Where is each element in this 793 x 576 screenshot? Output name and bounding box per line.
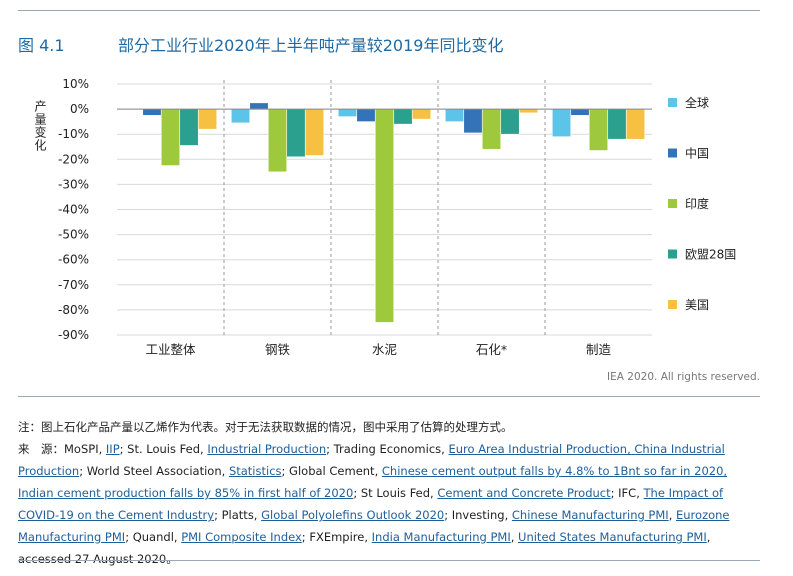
bar	[551, 108, 572, 138]
legend-swatch	[668, 98, 677, 107]
bar	[607, 108, 627, 140]
bar	[160, 108, 181, 166]
bar	[179, 108, 199, 146]
source-text-segment: , accessed 27 August 2020。	[18, 530, 711, 566]
source-text-segment: ; World Steel Association,	[79, 464, 229, 478]
bar	[500, 108, 520, 135]
source-link[interactable]: IIP	[105, 442, 120, 456]
y-tick-label: -20%	[58, 152, 89, 166]
bar-chart: 10% 0% -10% -20% -30% -40% -50% -60% -70% -80% -90…	[33, 77, 736, 357]
bar	[142, 108, 162, 116]
x-tick-label: 工业整体	[145, 342, 196, 357]
y-tick-label: -10%	[58, 127, 89, 141]
y-tick-label: -70%	[58, 278, 89, 292]
y-axis-label: 产量变化	[33, 100, 47, 152]
y-tick-label: -50%	[58, 228, 89, 242]
source-text-segment: ; St. Louis Fed,	[119, 442, 208, 456]
source-text-segment: ,	[510, 530, 519, 544]
x-tick-label: 钢铁	[265, 342, 291, 357]
x-tick-label: 水泥	[372, 342, 397, 357]
bar	[356, 108, 376, 122]
divider-rule	[18, 396, 760, 397]
legend-label: 欧盟28国	[685, 248, 736, 262]
chart-note: 注：图上石化产品产量以乙烯作为代表。对于无法获取数据的情况，图中采用了估算的处理…	[18, 420, 513, 434]
bar	[337, 108, 358, 117]
axis-layer: 10% 0% -10% -20% -30% -40% -50% -60% -70% -80% -90…	[33, 77, 652, 357]
bar	[518, 108, 539, 114]
source-link[interactable]: United States Manufacturing PMI	[518, 530, 707, 544]
y-tick-label: -80%	[58, 303, 89, 317]
source-text-segment: ,	[668, 508, 676, 522]
source-link[interactable]: Cement and Concrete Product	[437, 486, 611, 500]
x-tick-label: 石化*	[476, 342, 507, 357]
legend-label: 中国	[685, 146, 709, 161]
bar	[570, 108, 590, 116]
legend-swatch	[668, 148, 677, 158]
x-tick-label: 制造	[586, 342, 612, 357]
source-text-segment: ; Quandl,	[125, 530, 182, 544]
source-text-segment: MoSPI,	[64, 442, 106, 456]
source-text-segment: ; Trading Economics,	[326, 442, 449, 456]
source-label: 来 源：	[18, 442, 64, 456]
bar	[304, 108, 325, 156]
bar	[374, 108, 395, 323]
source-link[interactable]: Statistics	[228, 464, 282, 478]
y-tick-label: -60%	[58, 253, 89, 267]
bar	[463, 108, 483, 134]
figure-number: 图 4.1	[18, 36, 65, 55]
figure-title: 部分工业行业2020年上半年吨产量较2019年同比变化	[118, 36, 504, 55]
bar	[444, 108, 465, 122]
bar	[393, 108, 413, 125]
bar	[230, 108, 251, 124]
y-tick-label: -40%	[58, 203, 89, 217]
y-tick-label: 10%	[62, 77, 89, 91]
source-link[interactable]: The Impact of COVID-19 on the Cement Ind…	[18, 486, 724, 522]
legend-swatch	[668, 199, 677, 208]
bar	[286, 108, 306, 158]
bars-layer	[142, 102, 646, 323]
source-text-segment: ; St Louis Fed,	[353, 486, 438, 500]
source-link[interactable]: Chinese Manufacturing PMI	[511, 508, 669, 522]
source-link[interactable]: Euro Area Industrial Production, China I…	[18, 442, 725, 478]
bar	[411, 108, 432, 120]
bar	[197, 108, 218, 130]
source-link[interactable]: India Manufacturing PMI	[371, 530, 511, 544]
legend-label: 全球	[685, 95, 709, 110]
legend-swatch	[668, 300, 677, 309]
notes-section: 注：图上石化产品产量以乙烯作为代表。对于无法获取数据的情况，图中采用了估算的处理…	[18, 416, 760, 570]
bottom-rule	[18, 560, 760, 561]
y-tick-label: -30%	[58, 177, 89, 191]
figure-header: 图 4.1 部分工业行业2020年上半年吨产量较2019年同比变化	[18, 32, 760, 56]
copyright-credit: IEA 2020. All rights reserved.	[607, 371, 760, 383]
source-citations: 来 源：MoSPI, IIP; St. Louis Fed, Industria…	[18, 438, 760, 570]
top-rule	[18, 10, 760, 11]
source-text-segment: ; Investing,	[444, 508, 512, 522]
bar	[588, 108, 609, 151]
source-text-segment: ; FXEmpire,	[301, 530, 372, 544]
legend-label: 印度	[685, 196, 709, 211]
bar	[267, 108, 288, 173]
y-tick-label: 0%	[70, 102, 89, 116]
source-link[interactable]: Chinese cement output falls by 4.8% to 1…	[18, 464, 728, 500]
legend-label: 美国	[685, 298, 709, 312]
source-link[interactable]: Industrial Production	[207, 442, 327, 456]
source-text-segment: ; IFC,	[610, 486, 644, 500]
bar	[249, 102, 269, 110]
source-text-segment: ; Global Cement,	[281, 464, 382, 478]
source-text-segment: ; Platts,	[214, 508, 262, 522]
source-link[interactable]: Eurozone Manufacturing PMI	[18, 508, 730, 544]
bar	[625, 108, 646, 140]
source-link[interactable]: PMI Composite Index	[181, 530, 302, 544]
source-link[interactable]: Global Polyolefins Outlook 2020	[261, 508, 445, 522]
bar	[481, 108, 502, 150]
legend-swatch	[668, 249, 677, 259]
y-tick-label: -90%	[58, 328, 89, 342]
